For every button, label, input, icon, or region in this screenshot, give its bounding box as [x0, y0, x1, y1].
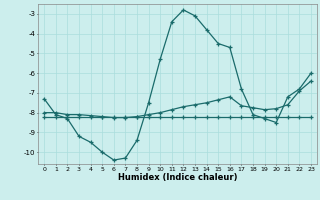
X-axis label: Humidex (Indice chaleur): Humidex (Indice chaleur) [118, 173, 237, 182]
